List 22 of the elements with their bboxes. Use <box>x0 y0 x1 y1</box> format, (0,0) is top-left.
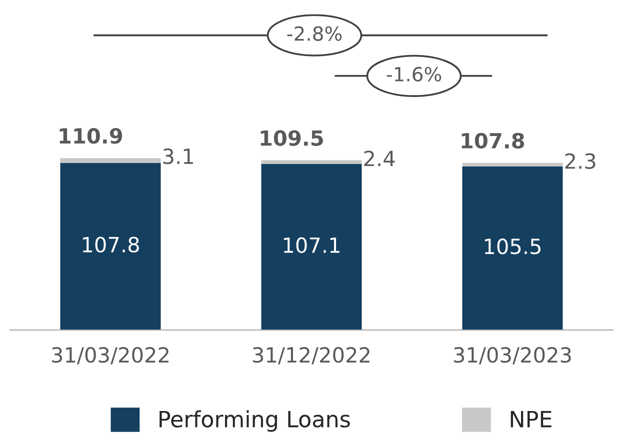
bar <box>60 158 161 163</box>
total-label: 109.5 <box>260 130 323 146</box>
x-tick-label: 31/03/2023 <box>454 347 571 364</box>
legend-label: NPE <box>510 410 552 428</box>
data-label: 105.5 <box>484 238 540 254</box>
bar <box>462 162 563 166</box>
data-label: 2.3 <box>565 153 596 169</box>
text: -2.8% <box>287 26 342 41</box>
data-label: 3.1 <box>163 148 193 164</box>
text: -1.6% <box>386 66 442 82</box>
data-label: 107.8 <box>82 236 139 253</box>
bar <box>462 166 563 330</box>
x-tick-label: 31/03/2022 <box>52 347 168 364</box>
bar <box>261 164 362 330</box>
bar <box>60 162 161 330</box>
data-label: 107.1 <box>284 237 340 254</box>
data-label: 2.4 <box>364 150 395 166</box>
total-label: 110.9 <box>60 128 122 144</box>
bar <box>261 160 362 164</box>
x-tick-label: 31/12/2022 <box>253 347 370 364</box>
legend-label: Performing Loans <box>160 410 350 432</box>
total-label: 107.8 <box>462 132 524 149</box>
